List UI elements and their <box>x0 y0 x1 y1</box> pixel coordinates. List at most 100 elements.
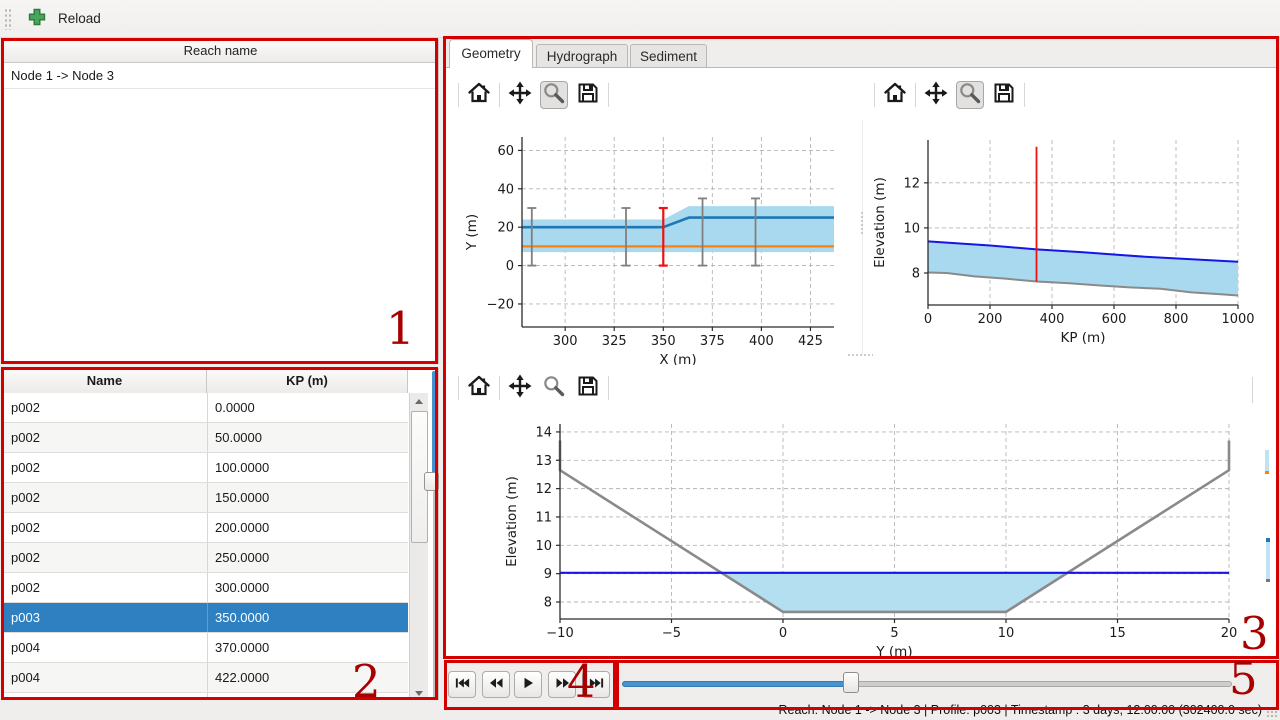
step-back-icon <box>489 676 504 694</box>
tab-hydrograph[interactable]: Hydrograph <box>536 44 628 68</box>
play-icon <box>522 676 534 694</box>
toolbar-grip[interactable] <box>4 8 11 30</box>
zoom-button[interactable] <box>540 81 568 109</box>
pan-button[interactable] <box>506 374 534 402</box>
toolbar-separator <box>608 83 609 107</box>
cell-kp: 300.0000 <box>215 580 270 595</box>
play-button[interactable] <box>514 671 542 698</box>
home-icon <box>467 374 491 403</box>
zoom-button[interactable] <box>540 374 568 402</box>
svg-text:8: 8 <box>912 266 920 281</box>
svg-text:10: 10 <box>903 221 920 236</box>
svg-text:0: 0 <box>506 259 514 274</box>
table-row[interactable]: p003 350.0000 <box>3 603 408 633</box>
step-back-button[interactable] <box>482 671 510 698</box>
cell-kp: 370.0000 <box>215 640 270 655</box>
cell-kp: 200.0000 <box>215 520 270 535</box>
table-row[interactable]: p002 150.0000 <box>3 483 408 513</box>
toolbar-separator <box>499 376 500 400</box>
svg-text:12: 12 <box>535 482 552 497</box>
vertical-slider-handle[interactable] <box>424 472 439 491</box>
svg-text:40: 40 <box>497 182 514 197</box>
svg-text:−5: −5 <box>662 626 681 641</box>
table-row[interactable]: p004 422.0000 <box>3 663 408 693</box>
home-icon <box>467 81 491 110</box>
cell-name: p004 <box>11 640 40 655</box>
zoom-icon <box>542 81 566 110</box>
cell-kp: 250.0000 <box>215 550 270 565</box>
plan-plot-toolbar <box>458 80 609 110</box>
cell-name: p002 <box>11 400 40 415</box>
table-row[interactable]: p002 200.0000 <box>3 513 408 543</box>
svg-text:8: 8 <box>544 595 552 610</box>
cell-name: p003 <box>11 610 40 625</box>
pan-icon <box>924 81 948 110</box>
resize-grip[interactable] <box>1266 706 1278 718</box>
reload-button[interactable] <box>24 6 50 32</box>
scroll-down-icon[interactable] <box>410 685 428 699</box>
pan-button[interactable] <box>922 81 950 109</box>
skip-end-button[interactable] <box>582 671 610 698</box>
toolbar-separator <box>608 376 609 400</box>
reload-label[interactable]: Reload <box>58 11 101 26</box>
svg-text:11: 11 <box>535 510 552 525</box>
step-forward-button[interactable] <box>548 671 576 698</box>
home-button[interactable] <box>881 81 909 109</box>
column-header-name[interactable]: Name <box>3 369 207 393</box>
svg-text:400: 400 <box>1040 312 1065 327</box>
table-header-row: Name KP (m) <box>3 369 408 394</box>
collapsed-panel-sliver <box>1265 450 1269 474</box>
tab-sediment[interactable]: Sediment <box>630 44 707 68</box>
time-slider-handle[interactable] <box>843 672 859 693</box>
save-button[interactable] <box>574 374 602 402</box>
svg-text:600: 600 <box>1102 312 1127 327</box>
skip-start-icon <box>454 676 471 694</box>
toolbar-separator <box>458 376 459 400</box>
plan-view-chart[interactable]: 300 325 350 375 400 425 −20 0 20 40 60 X (m) Y (m) <box>452 115 860 365</box>
reach-list-item[interactable]: Node 1 -> Node 3 <box>3 63 438 89</box>
svg-text:10: 10 <box>535 539 552 554</box>
column-header-kp[interactable]: KP (m) <box>207 369 408 393</box>
svg-text:800: 800 <box>1164 312 1189 327</box>
vertical-splitter-handle[interactable] <box>860 211 865 235</box>
table-row[interactable]: p004 370.0000 <box>3 633 408 663</box>
vertical-slider-track[interactable] <box>433 491 436 700</box>
table-row[interactable]: p002 0.0000 <box>3 393 408 423</box>
longitudinal-profile-chart[interactable]: 0 200 400 600 800 1000 8 10 12 KP (m) Elevation (m… <box>866 115 1264 365</box>
reach-list-header: Reach name <box>3 40 438 63</box>
save-button[interactable] <box>574 81 602 109</box>
svg-text:325: 325 <box>602 334 627 349</box>
cell-kp: 0.0000 <box>215 400 255 415</box>
horizontal-splitter-handle[interactable] <box>847 353 873 358</box>
table-row[interactable] <box>3 693 408 699</box>
table-scrollbar[interactable] <box>409 393 428 699</box>
skip-start-button[interactable] <box>448 671 476 698</box>
home-button[interactable] <box>465 81 493 109</box>
status-bar: Reach: Node 1 -> Node 3 | Profile: p003 … <box>0 702 1280 720</box>
toolbar-separator <box>458 83 459 107</box>
table-row[interactable]: p002 50.0000 <box>3 423 408 453</box>
cross-section-chart[interactable]: −10 −5 0 5 10 15 20 8 9 10 11 12 13 14 Y (m) Elevation … <box>455 414 1261 660</box>
save-icon <box>576 81 600 110</box>
scroll-up-icon[interactable] <box>410 393 428 409</box>
svg-text:X (m): X (m) <box>659 352 696 365</box>
svg-text:0: 0 <box>779 626 787 641</box>
pan-button[interactable] <box>506 81 534 109</box>
svg-text:−20: −20 <box>487 297 514 312</box>
tab-geometry[interactable]: Geometry <box>449 39 533 68</box>
svg-text:Y (m): Y (m) <box>875 644 912 660</box>
cell-kp: 50.0000 <box>215 430 262 445</box>
cell-kp: 150.0000 <box>215 490 270 505</box>
home-button[interactable] <box>465 374 493 402</box>
splitter-line <box>862 120 863 355</box>
svg-text:350: 350 <box>651 334 676 349</box>
vertical-slider-track-filled[interactable] <box>432 371 436 474</box>
zoom-button[interactable] <box>956 81 984 109</box>
svg-text:1000: 1000 <box>1221 312 1254 327</box>
table-row[interactable]: p002 100.0000 <box>3 453 408 483</box>
plus-icon <box>27 7 47 32</box>
tab-bar: Geometry Hydrograph Sediment <box>444 37 1278 68</box>
save-button[interactable] <box>990 81 1018 109</box>
table-row[interactable]: p002 250.0000 <box>3 543 408 573</box>
table-row[interactable]: p002 300.0000 <box>3 573 408 603</box>
